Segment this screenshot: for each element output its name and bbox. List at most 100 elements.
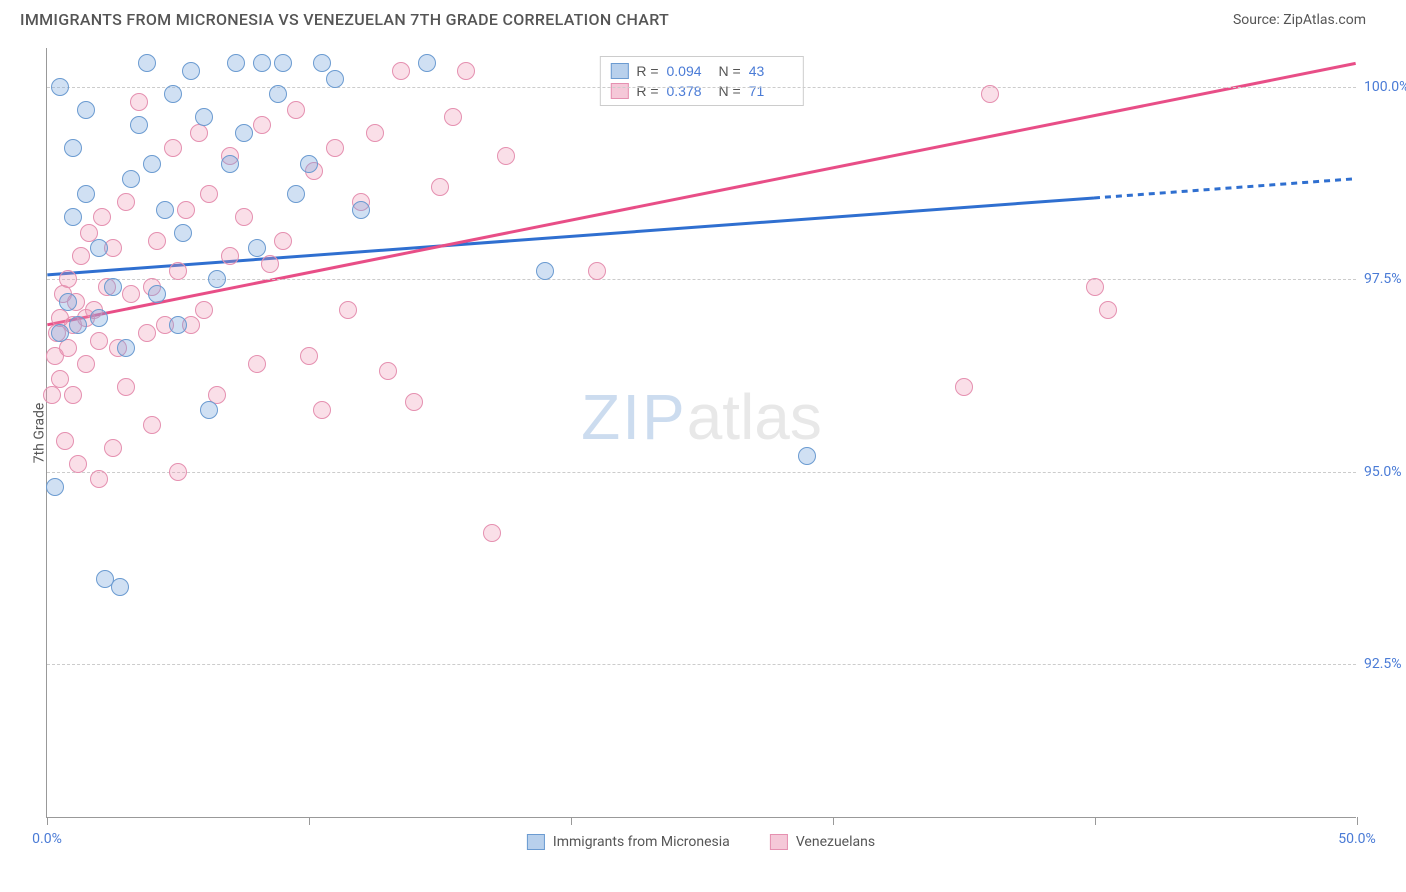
data-point xyxy=(235,208,253,226)
chart-area: 7th Grade ZIPatlas R =0.094N =43R =0.378… xyxy=(46,48,1356,818)
data-point xyxy=(221,247,239,265)
data-point xyxy=(326,139,344,157)
data-point xyxy=(300,155,318,173)
data-point xyxy=(90,309,108,327)
legend-n-label: N = xyxy=(719,81,741,101)
legend-r-label: R = xyxy=(636,61,658,81)
data-point xyxy=(287,185,305,203)
gridline xyxy=(47,664,1356,665)
chart-title: IMMIGRANTS FROM MICRONESIA VS VENEZUELAN… xyxy=(20,10,669,29)
data-point xyxy=(981,85,999,103)
data-point xyxy=(379,362,397,380)
data-point xyxy=(59,270,77,288)
x-tick-label: 0.0% xyxy=(32,831,62,847)
data-point xyxy=(148,285,166,303)
data-point xyxy=(77,355,95,373)
x-tick xyxy=(1357,817,1358,825)
legend-item: Venezuelans xyxy=(770,834,875,850)
data-point xyxy=(56,432,74,450)
y-tick-label: 92.5% xyxy=(1364,656,1406,672)
data-point xyxy=(339,301,357,319)
data-point xyxy=(253,116,271,134)
data-point xyxy=(431,178,449,196)
gridline xyxy=(47,279,1356,280)
data-point xyxy=(130,93,148,111)
data-point xyxy=(90,470,108,488)
data-point xyxy=(235,124,253,142)
x-tick xyxy=(47,817,48,825)
correlation-legend: R =0.094N =43R = 0.378 N = 71 xyxy=(599,56,803,106)
data-point xyxy=(169,262,187,280)
x-tick xyxy=(833,817,834,825)
data-point xyxy=(164,139,182,157)
y-axis-label: 7th Grade xyxy=(31,402,47,463)
legend-swatch xyxy=(770,834,788,850)
data-point xyxy=(90,239,108,257)
data-point xyxy=(51,78,69,96)
data-point xyxy=(287,101,305,119)
trend-line xyxy=(47,198,1094,275)
legend-stat-row: R =0.094N =43 xyxy=(610,61,792,81)
y-tick-label: 100.0% xyxy=(1364,79,1406,95)
data-point xyxy=(208,270,226,288)
data-point xyxy=(72,247,90,265)
data-point xyxy=(253,54,271,72)
data-point xyxy=(227,54,245,72)
source-label: Source: ZipAtlas.com xyxy=(1233,12,1366,28)
data-point xyxy=(444,108,462,126)
legend-swatch xyxy=(610,83,628,99)
series-legend: Immigrants from Micronesia Venezuelans xyxy=(527,834,875,850)
data-point xyxy=(195,108,213,126)
data-point xyxy=(169,316,187,334)
data-point xyxy=(43,386,61,404)
legend-r-value: 0.378 xyxy=(667,81,711,101)
legend-r-label: R = xyxy=(636,81,658,101)
data-point xyxy=(261,255,279,273)
trend-lines-layer xyxy=(47,48,1356,817)
x-tick-label: 50.0% xyxy=(1338,831,1376,847)
legend-label: Venezuelans xyxy=(796,834,875,850)
data-point xyxy=(269,85,287,103)
y-tick-label: 95.0% xyxy=(1364,464,1406,480)
legend-swatch xyxy=(527,834,545,850)
data-point xyxy=(200,401,218,419)
data-point xyxy=(64,139,82,157)
data-point xyxy=(111,578,129,596)
watermark: ZIPatlas xyxy=(581,380,822,454)
data-point xyxy=(69,455,87,473)
data-point xyxy=(69,316,87,334)
data-point xyxy=(352,201,370,219)
data-point xyxy=(143,416,161,434)
data-point xyxy=(64,208,82,226)
data-point xyxy=(182,62,200,80)
data-point xyxy=(77,101,95,119)
legend-swatch xyxy=(610,63,628,79)
data-point xyxy=(117,378,135,396)
data-point xyxy=(51,324,69,342)
data-point xyxy=(64,386,82,404)
data-point xyxy=(190,124,208,142)
data-point xyxy=(300,347,318,365)
data-point xyxy=(93,208,111,226)
data-point xyxy=(483,524,501,542)
data-point xyxy=(536,262,554,280)
data-point xyxy=(148,232,166,250)
data-point xyxy=(143,155,161,173)
data-point xyxy=(177,201,195,219)
data-point xyxy=(122,170,140,188)
data-point xyxy=(90,332,108,350)
watermark-part1: ZIP xyxy=(581,381,687,453)
x-tick xyxy=(309,817,310,825)
data-point xyxy=(1086,278,1104,296)
data-point xyxy=(59,339,77,357)
data-point xyxy=(588,262,606,280)
legend-n-value: 71 xyxy=(749,81,793,101)
data-point xyxy=(392,62,410,80)
data-point xyxy=(274,54,292,72)
data-point xyxy=(313,54,331,72)
legend-label: Immigrants from Micronesia xyxy=(553,834,730,850)
x-tick xyxy=(1095,817,1096,825)
data-point xyxy=(195,301,213,319)
data-point xyxy=(169,463,187,481)
data-point xyxy=(117,339,135,357)
